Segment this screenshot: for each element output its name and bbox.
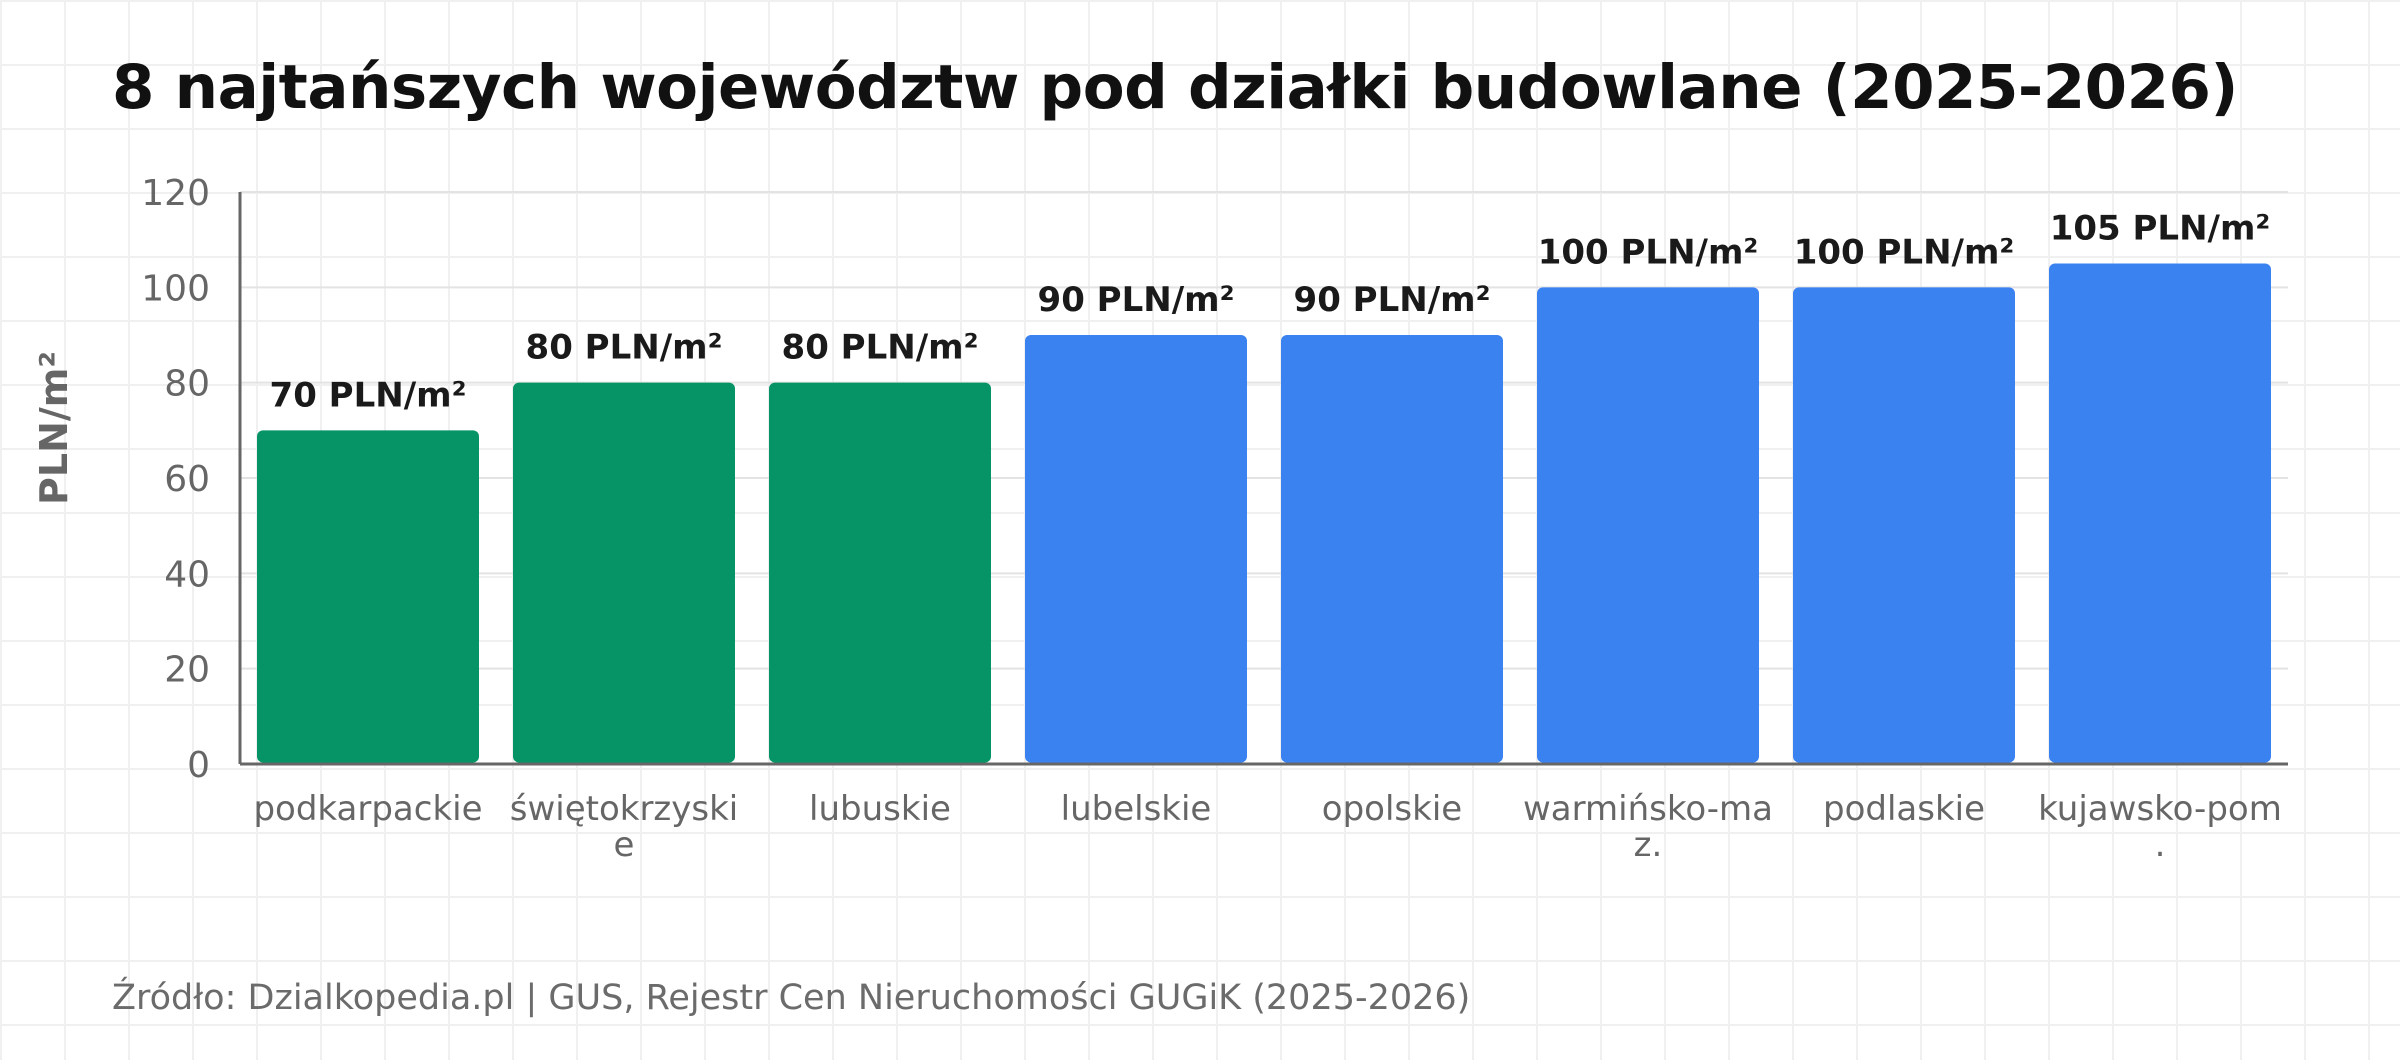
y-tick-label: 100 [141,268,210,309]
data-label: 70 PLN/m² [270,375,467,415]
source-note: Źródło: Dzialkopedia.pl | GUS, Rejestr C… [112,978,1471,1018]
x-tick-label: warmińsko-ma [1523,789,1773,829]
x-tick-label: podlaskie [1823,789,1985,829]
data-label: 100 PLN/m² [1538,232,1759,272]
bar [1281,335,1503,763]
data-label: 80 PLN/m² [526,328,723,368]
x-tick-label: lubelskie [1061,789,1212,829]
chart-title: 8 najtańszych województw pod działki bud… [112,52,2238,123]
y-tick-label: 40 [164,554,210,595]
bar [1537,287,1759,763]
x-tick-label: . [2155,825,2166,865]
data-label: 90 PLN/m² [1294,280,1491,320]
y-tick-label: 120 [141,173,210,214]
x-tick-label: e [614,825,635,865]
y-tick-label: 20 [164,650,210,691]
x-tick-label: opolskie [1322,789,1462,829]
bar [1025,335,1247,763]
bar [1793,287,2015,763]
data-label: 100 PLN/m² [1794,232,2015,272]
x-tick-label: z. [1634,825,1663,865]
data-label: 80 PLN/m² [782,328,979,368]
data-label: 90 PLN/m² [1038,280,1235,320]
x-tick-label: kujawsko-pom [2038,789,2282,829]
bar [769,382,991,763]
y-axis-title: PLN/m² [32,351,76,505]
bar [257,430,479,763]
y-tick-label: 80 [164,364,210,405]
x-tick-label: lubuskie [809,789,951,829]
data-label: 105 PLN/m² [2050,209,2271,249]
x-tick-label: świętokrzyski [510,789,739,829]
y-tick-label: 60 [164,459,210,500]
bar [2049,263,2271,763]
x-tick-label: podkarpackie [253,789,482,829]
bar [513,382,735,763]
y-tick-label: 0 [187,745,210,786]
